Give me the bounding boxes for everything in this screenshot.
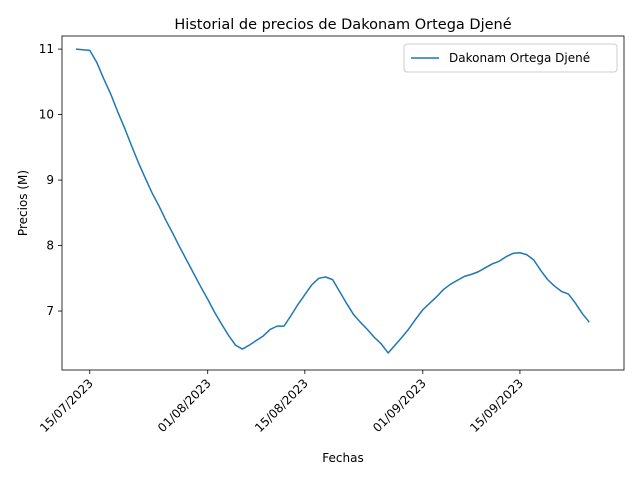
x-tick-label: 01/08/2023 [155, 376, 214, 435]
x-tick-label: 01/09/2023 [370, 376, 429, 435]
plot-frame [61, 35, 625, 371]
legend: Dakonam Ortega Djené [403, 43, 618, 73]
y-tick-label: 8 [46, 239, 54, 253]
series-line [75, 48, 590, 354]
x-tick-label: 15/08/2023 [252, 376, 311, 435]
y-axis-label: Precios (M) [16, 170, 30, 236]
x-tick-label: 15/07/2023 [37, 376, 96, 435]
chart-title: Historial de precios de Dakonam Ortega D… [174, 17, 511, 33]
legend-series-label: Dakonam Ortega Djené [449, 51, 590, 65]
x-tick-label: 15/09/2023 [467, 376, 526, 435]
y-tick-label: 11 [39, 42, 54, 56]
y-tick-label: 10 [39, 108, 54, 122]
y-tick-label: 7 [46, 304, 54, 318]
x-axis-ticks: 15/07/2023 01/08/2023 15/08/2023 01/09/2023… [37, 370, 526, 435]
legend-box [403, 43, 618, 73]
x-axis-label: Fechas [322, 451, 363, 465]
y-axis-ticks: 7 8 9 10 11 [39, 42, 62, 318]
y-tick-label: 9 [46, 173, 54, 187]
